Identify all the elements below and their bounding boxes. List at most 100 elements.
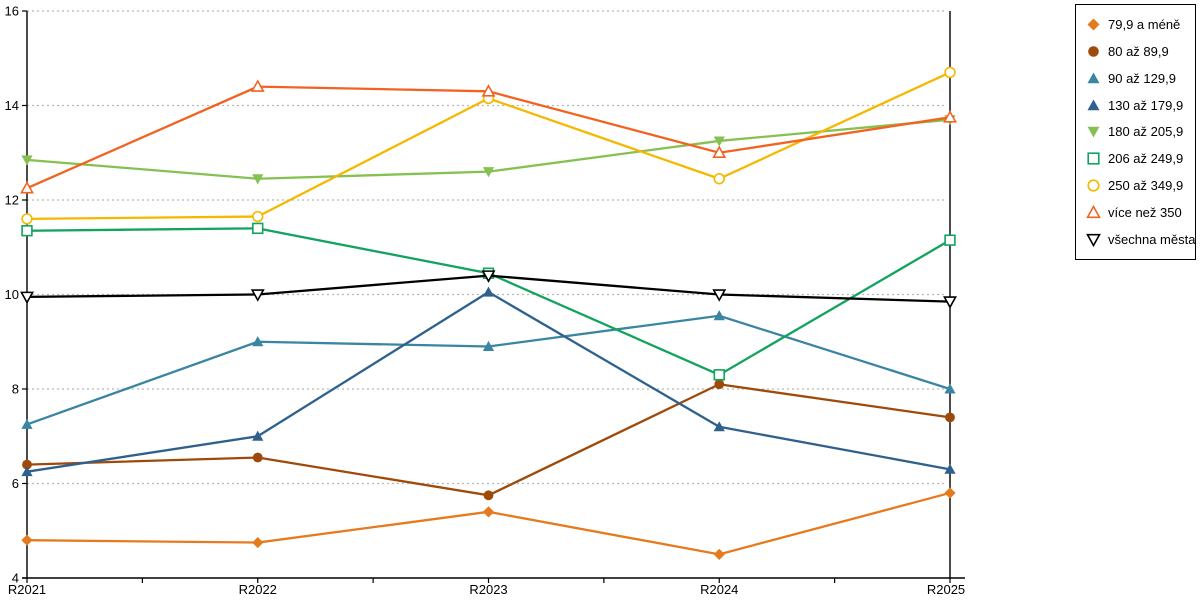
series-8 [20,270,957,309]
marker-triangle-up [944,383,956,394]
legend-item: 130 až 179,9 [1086,98,1195,113]
marker-diamond [944,487,956,499]
x-tick-label: R2022 [239,582,277,597]
legend-item: všechna města [1086,232,1195,247]
legend-item-label: více než 350 [1108,205,1182,221]
marker-triangle-down-open [250,289,265,302]
marker-circle [1088,46,1099,57]
marker-triangle-up-open [250,79,265,92]
legend-marker-icon [1087,127,1100,138]
legend: 79,9 a méně 80 až 89,9 90 až 129,9 130 až 1… [1075,4,1196,260]
marker-triangle-up [252,430,264,441]
marker-triangle-up-open [943,110,957,123]
marker-diamond [1087,18,1100,31]
marker-triangle-down [1087,127,1100,138]
marker-diamond [252,536,264,549]
y-tick-label: 6 [12,476,19,491]
legend-marker-icon [1087,179,1100,192]
legend-item: 180 až 205,9 [1086,124,1195,139]
marker-circle-open [1087,179,1100,192]
series-line [26,491,951,556]
y-tick-label: 8 [12,382,19,397]
series-1 [22,379,955,501]
legend-marker-icon [1088,46,1099,57]
marker-triangle-down-open [712,289,727,302]
marker-circle [714,379,725,390]
legend-item: 80 až 89,9 [1086,44,1195,59]
y-tick-label: 10 [5,287,19,302]
series-7 [20,79,957,194]
marker-square-open [252,222,264,235]
marker-triangle-up [944,463,956,474]
marker-triangle-down [252,174,264,185]
legend-item: 79,9 a méně [1086,17,1195,32]
legend-item: více než 350 [1086,205,1195,220]
legend-item-label: 180 až 205,9 [1108,124,1184,140]
legend-marker-icon [1087,152,1100,165]
marker-circle-open [944,66,956,79]
marker-square-open [21,225,33,237]
series-0 [21,487,956,560]
marker-triangle-up [21,466,33,477]
marker-triangle-down-open [943,296,957,309]
marker-triangle-down [482,167,495,178]
legend-marker-icon [1086,205,1101,219]
y-tick-label: 16 [5,4,19,19]
marker-triangle-up [482,340,495,351]
marker-circle-open [252,210,264,223]
legend-item: 250 až 349,9 [1086,178,1195,193]
marker-triangle-up [21,418,33,429]
x-tick-label: R2021 [8,582,46,597]
series-2 [21,310,956,429]
y-tick-label: 14 [5,98,19,113]
marker-triangle-down [713,136,725,147]
marker-circle [22,459,32,470]
marker-square-open [1087,152,1100,165]
legend-item-label: 90 až 129,9 [1108,70,1176,86]
legend-item-label: 206 až 249,9 [1108,151,1184,167]
marker-circle-open [21,213,33,225]
legend-marker-icon [1087,72,1100,83]
marker-triangle-up [482,286,495,297]
marker-triangle-up-open [20,180,34,194]
y-tick-label: 4 [12,571,19,586]
series-5 [21,222,956,381]
y-tick-label: 12 [5,193,19,208]
series-line [26,383,951,497]
legend-item-label: 250 až 349,9 [1108,178,1184,194]
x-tick-label: R2024 [700,582,738,597]
marker-circle [483,490,494,501]
series-line [26,314,951,426]
legend-item: 206 až 249,9 [1086,151,1195,166]
marker-triangle-up-open [481,84,496,97]
marker-circle [252,452,263,463]
marker-triangle-down-open [1086,233,1101,247]
marker-square-open [713,369,725,381]
series-3 [21,286,956,477]
marker-triangle-down-open [20,291,34,305]
marker-triangle-up [1087,72,1100,83]
legend-item-label: 130 až 179,9 [1108,97,1184,113]
marker-triangle-up [713,310,725,321]
marker-diamond [21,534,33,546]
marker-circle [945,412,955,423]
marker-triangle-up [1087,99,1100,110]
marker-diamond [713,548,725,560]
marker-triangle-up-open [1086,205,1101,219]
series-line [26,290,951,473]
legend-item-label: všechna města [1108,231,1196,247]
x-tick-label: R2023 [469,582,507,597]
marker-triangle-down [21,155,33,166]
marker-triangle-down-open [481,270,496,283]
marker-triangle-up-open [712,145,727,159]
marker-diamond [482,506,495,518]
legend-item-label: 80 až 89,9 [1108,43,1169,59]
series-4 [21,115,956,185]
marker-square-open [944,234,956,246]
series-line [26,227,951,377]
legend-marker-icon [1087,18,1100,31]
marker-circle-open [713,173,725,185]
marker-triangle-up [713,421,725,432]
